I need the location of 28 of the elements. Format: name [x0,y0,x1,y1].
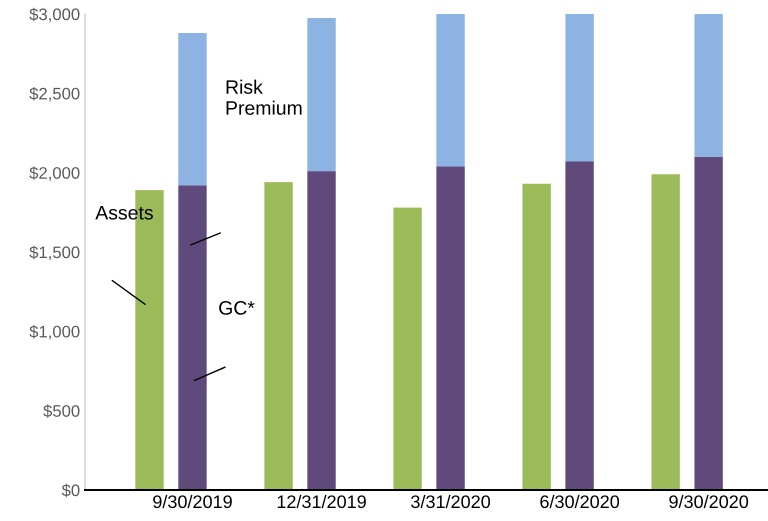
bar [694,14,723,157]
bar [178,33,207,186]
bar [307,18,336,172]
bar [436,166,465,490]
y-tick-label: $0 [62,484,80,498]
bar [522,184,551,490]
y-tick-label: $2,000 [29,166,80,181]
x-tick-label: 12/31/2019 [278,494,366,508]
bar [651,174,680,490]
bar [694,156,723,490]
y-tick-label: $3,000 [29,8,80,22]
bar [178,185,207,490]
bar [565,14,594,162]
bar [565,162,594,490]
bar [436,14,465,166]
annotation: Risk Premium [226,80,302,115]
y-tick-label: $2,500 [29,87,80,102]
y-tick-label: $1,500 [29,246,80,260]
y-tick-label: $1,000 [29,325,80,340]
y-tick-label: $500 [43,404,80,418]
bar [393,208,422,490]
bar [264,182,293,490]
x-tick-label: 9/30/2020 [669,494,748,508]
x-tick-label: 6/30/2020 [540,494,620,508]
x-tick-label: 9/30/2019 [153,494,232,508]
x-tick-label: 3/31/2020 [411,494,490,508]
bar [307,171,336,490]
annotation: GC* [219,301,255,315]
